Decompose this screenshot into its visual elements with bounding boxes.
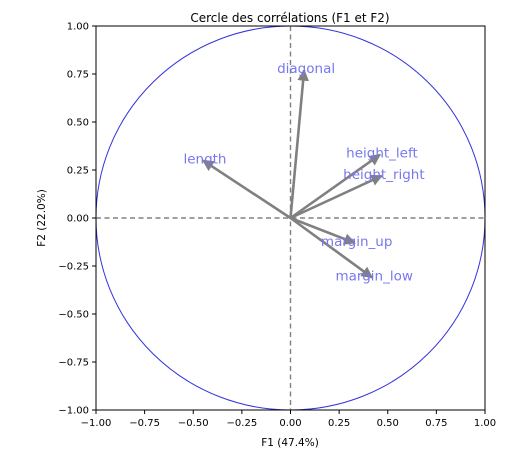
arrow-margin-low bbox=[289, 216, 374, 279]
x-tick-label: 1.00 bbox=[474, 418, 496, 429]
variable-label-height-left: height_left bbox=[346, 146, 418, 162]
y-tick-label: −0.50 bbox=[58, 310, 89, 321]
x-tick-label: −0.75 bbox=[129, 418, 160, 429]
variable-label-length: length bbox=[183, 151, 226, 167]
arrow-height-left bbox=[289, 153, 381, 220]
y-tick-label: 0.50 bbox=[67, 118, 89, 129]
plot-area: diagonal length height_left height_rightmar… bbox=[58, 22, 496, 430]
arrow-length bbox=[201, 159, 292, 220]
variable-label-diagonal: diagonal bbox=[277, 61, 335, 77]
x-tick-label: 0.50 bbox=[377, 418, 399, 429]
x-tick-label: −0.50 bbox=[178, 418, 209, 429]
variable-label-margin-low: margin_low bbox=[335, 269, 412, 285]
x-tick-label: 0.75 bbox=[425, 418, 447, 429]
variable-label-margin-up: margin_up bbox=[321, 234, 393, 250]
arrow-height-right bbox=[289, 174, 383, 220]
y-tick-label: 0.00 bbox=[67, 214, 89, 225]
arrow-margin-up bbox=[290, 216, 356, 245]
x-tick-label: −1.00 bbox=[81, 418, 112, 429]
arrow-diagonal bbox=[289, 68, 309, 219]
variable-label-height-right: height_right bbox=[343, 167, 425, 183]
y-tick-label: −1.00 bbox=[58, 406, 89, 417]
y-axis-label: F2 (22.0%) bbox=[36, 189, 48, 247]
y-tick-label: 0.25 bbox=[67, 166, 89, 177]
y-tick-label: −0.25 bbox=[58, 262, 89, 273]
y-tick-label: −0.75 bbox=[58, 358, 89, 369]
chart-title: Cercle des corrélations (F1 et F2) bbox=[190, 11, 389, 25]
y-tick-label: 0.75 bbox=[67, 70, 89, 81]
y-tick-label: 1.00 bbox=[67, 22, 89, 33]
x-axis-label: F1 (47.4%) bbox=[261, 437, 319, 449]
x-tick-label: −0.25 bbox=[227, 418, 258, 429]
x-tick-label: 0.00 bbox=[279, 418, 301, 429]
x-tick-label: 0.25 bbox=[328, 418, 350, 429]
